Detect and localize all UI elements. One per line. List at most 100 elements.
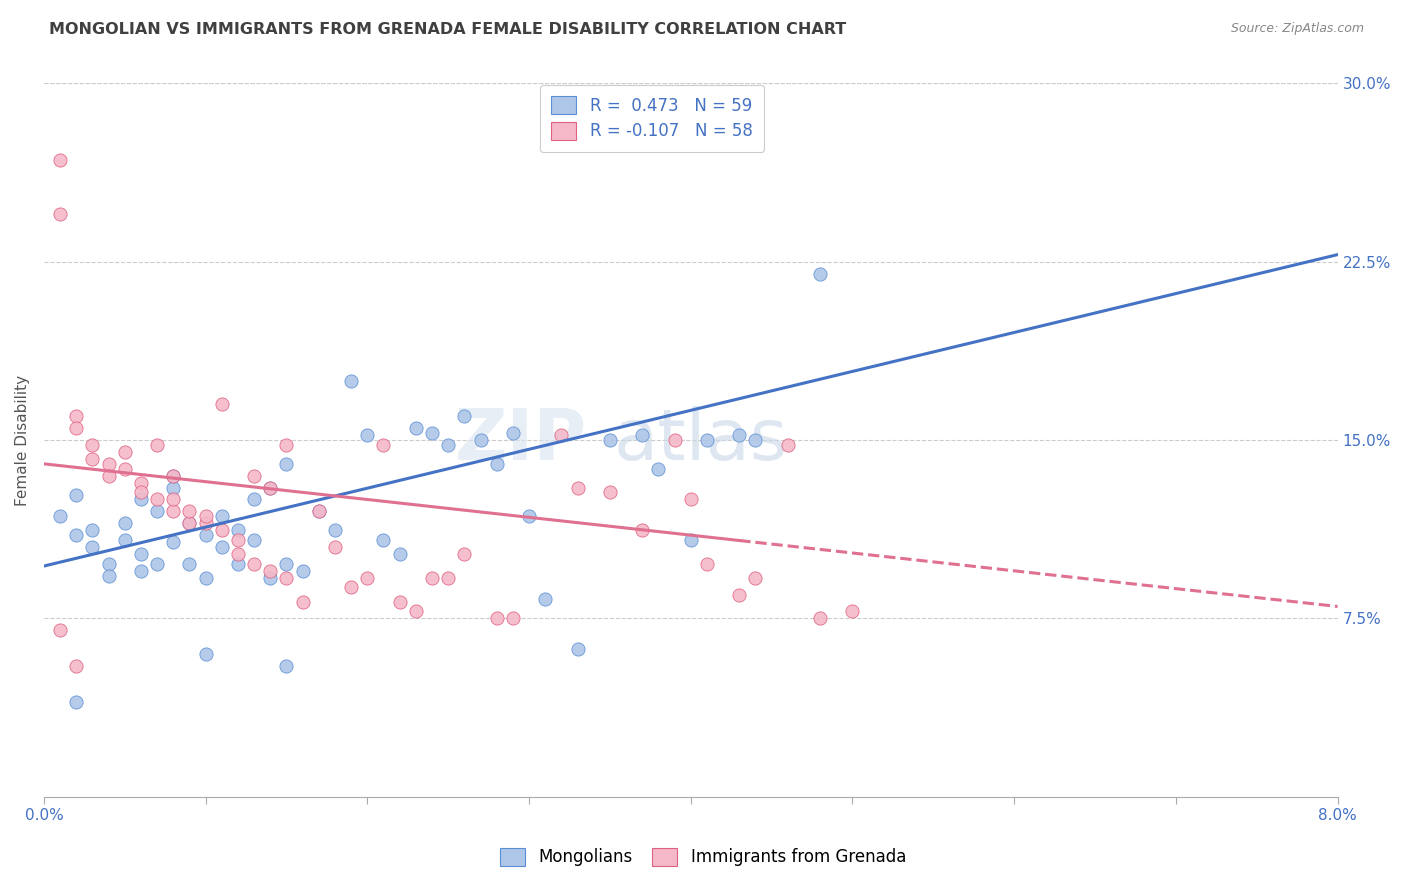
Point — [49, 624, 72, 638]
Point — [276, 659, 298, 673]
Point — [356, 428, 378, 442]
Point — [194, 509, 217, 524]
Point — [82, 524, 104, 538]
Point — [841, 604, 863, 618]
Point — [437, 438, 460, 452]
Point — [388, 547, 411, 561]
Point — [179, 516, 201, 531]
Point — [146, 492, 169, 507]
Point — [259, 481, 281, 495]
Point — [340, 581, 363, 595]
Point — [323, 524, 346, 538]
Point — [65, 659, 87, 673]
Point — [129, 485, 152, 500]
Point — [162, 468, 184, 483]
Point — [373, 438, 395, 452]
Point — [162, 481, 184, 495]
Point — [97, 557, 120, 571]
Point — [744, 571, 766, 585]
Point — [65, 421, 87, 435]
Point — [259, 564, 281, 578]
Point — [420, 425, 443, 440]
Point — [243, 492, 266, 507]
Point — [308, 504, 330, 518]
Point — [259, 481, 281, 495]
Point — [567, 642, 589, 657]
Point — [696, 557, 718, 571]
Point — [405, 604, 427, 618]
Point — [97, 457, 120, 471]
Point — [356, 571, 378, 585]
Point — [388, 595, 411, 609]
Y-axis label: Female Disability: Female Disability — [15, 375, 30, 506]
Point — [162, 468, 184, 483]
Point — [82, 452, 104, 467]
Point — [243, 468, 266, 483]
Text: atlas: atlas — [613, 406, 787, 475]
Text: Source: ZipAtlas.com: Source: ZipAtlas.com — [1230, 22, 1364, 36]
Point — [114, 445, 136, 459]
Point — [114, 516, 136, 531]
Point — [453, 409, 475, 424]
Point — [517, 509, 540, 524]
Point — [664, 433, 686, 447]
Point — [49, 207, 72, 221]
Point — [728, 428, 751, 442]
Point — [550, 428, 572, 442]
Point — [194, 516, 217, 531]
Point — [129, 492, 152, 507]
Point — [647, 461, 669, 475]
Legend: R =  0.473   N = 59, R = -0.107   N = 58: R = 0.473 N = 59, R = -0.107 N = 58 — [540, 85, 765, 152]
Point — [226, 533, 249, 547]
Point — [599, 433, 621, 447]
Point — [502, 611, 524, 625]
Point — [776, 438, 799, 452]
Point — [226, 547, 249, 561]
Point — [599, 485, 621, 500]
Point — [679, 492, 702, 507]
Point — [323, 540, 346, 554]
Point — [485, 457, 508, 471]
Point — [65, 528, 87, 542]
Point — [631, 524, 654, 538]
Point — [308, 504, 330, 518]
Point — [502, 425, 524, 440]
Point — [162, 492, 184, 507]
Point — [114, 461, 136, 475]
Point — [65, 695, 87, 709]
Point — [129, 564, 152, 578]
Point — [194, 647, 217, 661]
Point — [97, 568, 120, 582]
Point — [226, 524, 249, 538]
Point — [114, 533, 136, 547]
Point — [49, 509, 72, 524]
Point — [259, 571, 281, 585]
Point — [420, 571, 443, 585]
Point — [97, 468, 120, 483]
Point — [744, 433, 766, 447]
Point — [162, 535, 184, 549]
Point — [162, 504, 184, 518]
Point — [453, 547, 475, 561]
Point — [194, 571, 217, 585]
Point — [808, 611, 831, 625]
Point — [65, 409, 87, 424]
Point — [276, 557, 298, 571]
Point — [82, 438, 104, 452]
Point — [194, 528, 217, 542]
Legend: Mongolians, Immigrants from Grenada: Mongolians, Immigrants from Grenada — [492, 839, 914, 875]
Point — [146, 504, 169, 518]
Point — [82, 540, 104, 554]
Point — [405, 421, 427, 435]
Text: ZIP: ZIP — [456, 406, 588, 475]
Point — [243, 533, 266, 547]
Point — [291, 595, 314, 609]
Point — [373, 533, 395, 547]
Point — [146, 438, 169, 452]
Point — [808, 267, 831, 281]
Point — [728, 588, 751, 602]
Point — [631, 428, 654, 442]
Point — [211, 540, 233, 554]
Point — [179, 516, 201, 531]
Point — [49, 153, 72, 167]
